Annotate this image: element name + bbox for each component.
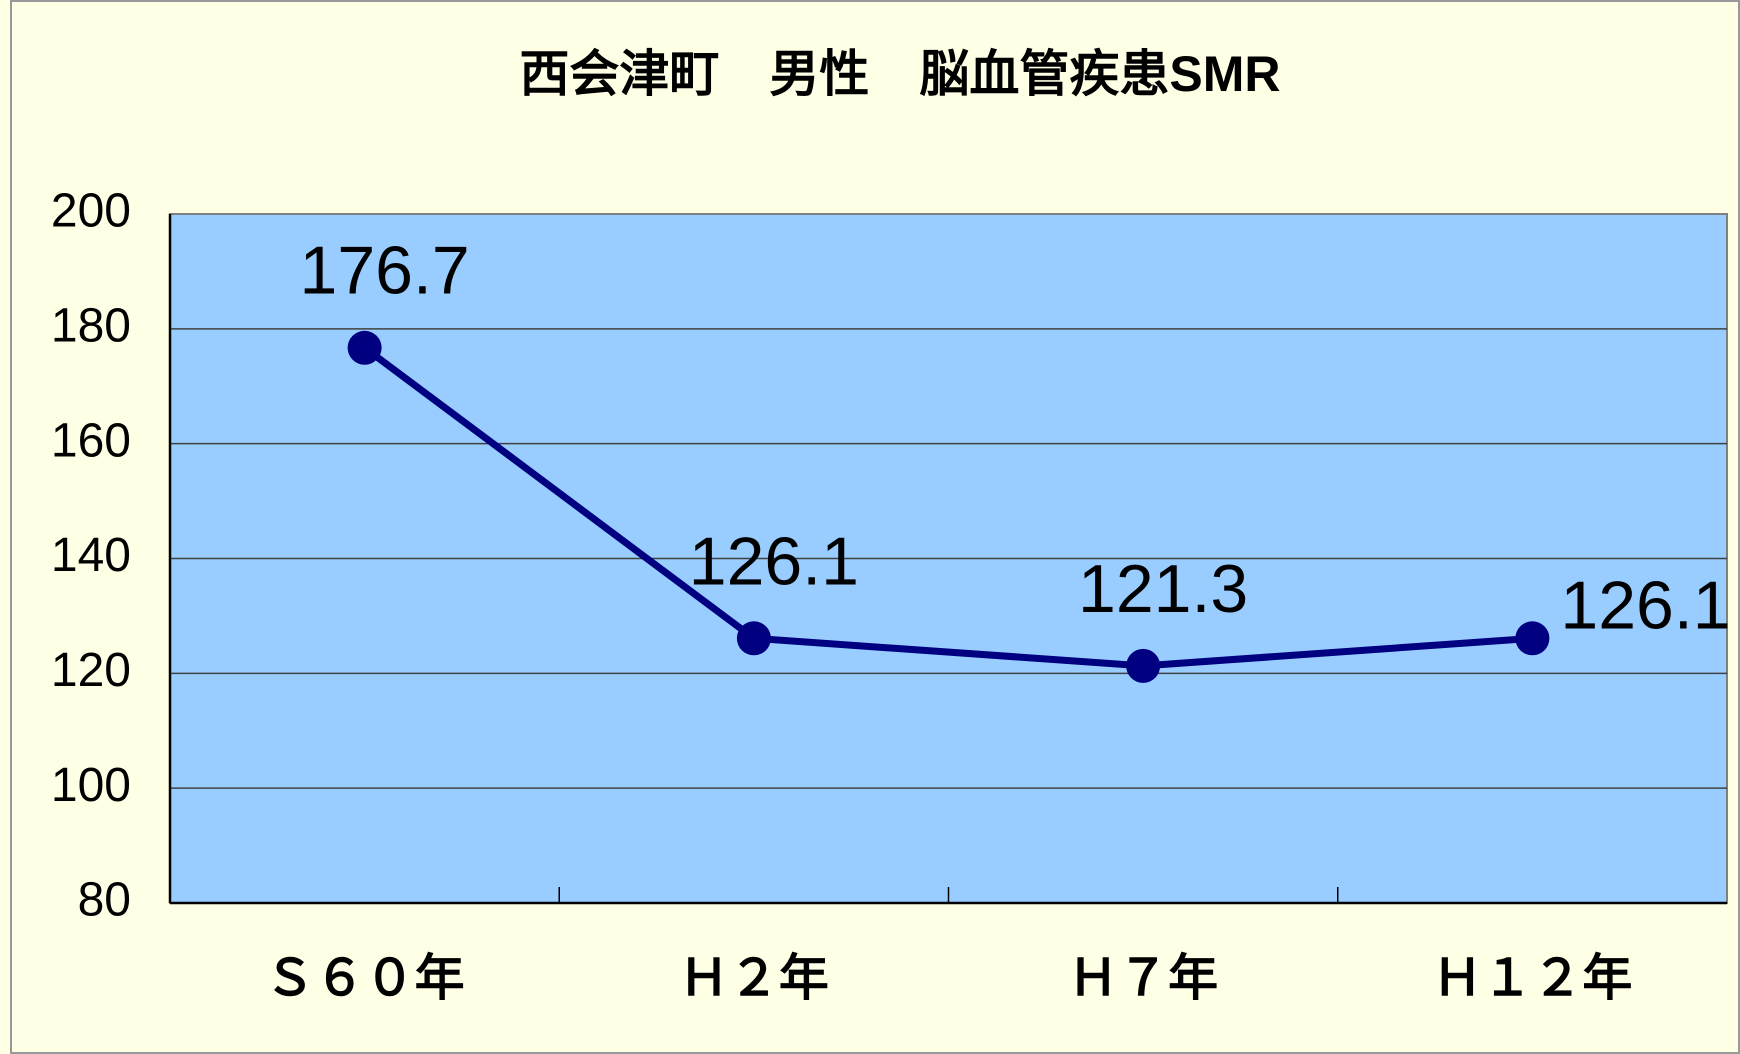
x-tick-label: Ｓ６０年 bbox=[265, 950, 465, 1006]
x-tick-label: Ｈ１２年 bbox=[1432, 950, 1632, 1006]
y-tick-label: 100 bbox=[51, 759, 131, 812]
data-label: 126.1 bbox=[1560, 567, 1730, 643]
data-line bbox=[362, 344, 1533, 670]
y-tick-label: 140 bbox=[51, 529, 131, 582]
data-point bbox=[1515, 621, 1550, 656]
y-tick-label: 80 bbox=[78, 874, 131, 927]
data-label: 126.1 bbox=[689, 523, 859, 599]
x-tick-label: Ｈ２年 bbox=[679, 950, 829, 1006]
x-tick-label: Ｈ７年 bbox=[1068, 950, 1218, 1006]
y-tick-label: 200 bbox=[51, 185, 131, 238]
y-tick-label: 120 bbox=[51, 644, 131, 697]
data-label: 121.3 bbox=[1078, 551, 1248, 627]
data-point bbox=[347, 330, 382, 365]
y-tick-label: 180 bbox=[51, 300, 131, 353]
data-point bbox=[736, 621, 771, 656]
y-tick-label: 160 bbox=[51, 414, 131, 467]
data-label: 176.7 bbox=[300, 233, 470, 309]
data-point bbox=[1126, 648, 1161, 683]
chart-title: 西会津町 男性 脳血管疾患SMR bbox=[519, 46, 1280, 102]
